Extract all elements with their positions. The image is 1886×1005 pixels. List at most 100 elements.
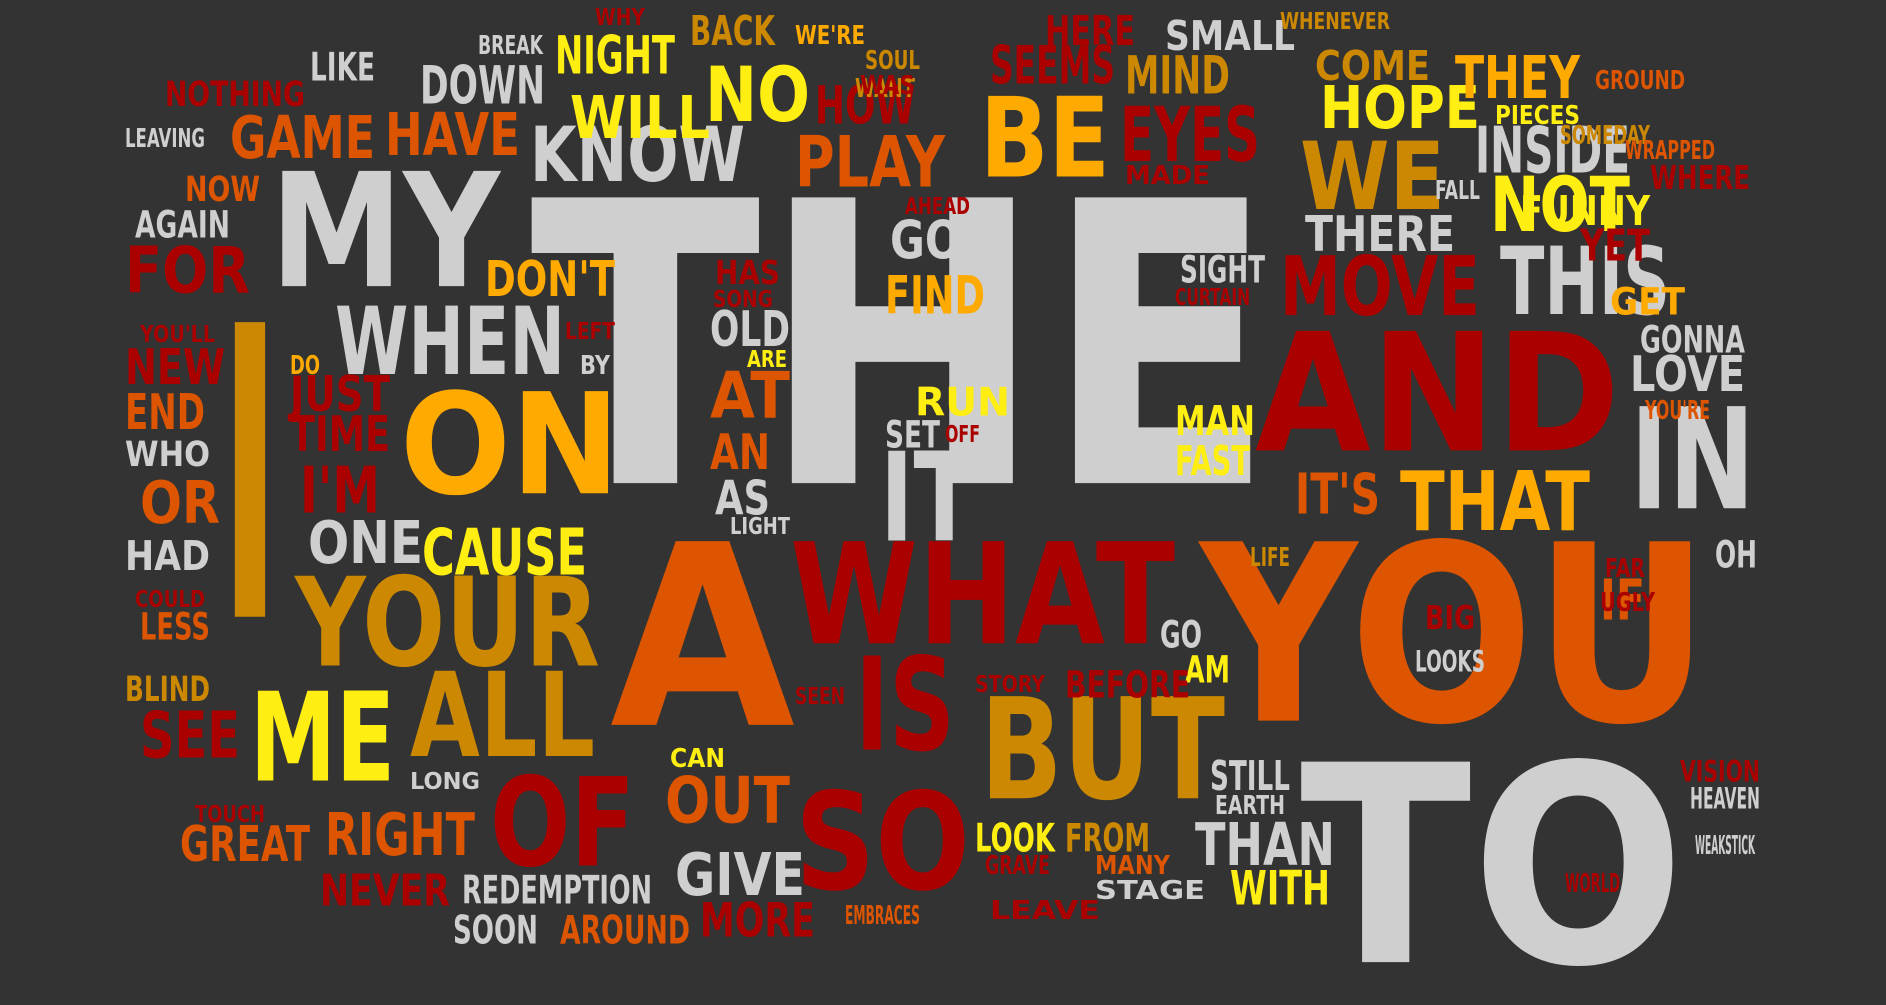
word-still: STILL [1210, 752, 1290, 800]
word-someday: SOMEDAY [1560, 121, 1651, 151]
word-when: WHEN [335, 288, 565, 397]
word-could: COULD [135, 587, 205, 613]
word-at: AT [710, 359, 790, 433]
word-funny: FUNNY [1520, 187, 1651, 235]
word-to: TO [1300, 707, 1685, 1005]
word-know: KNOW [530, 110, 745, 199]
word-fast: FAST [1175, 437, 1250, 485]
word-left: LEFT [565, 319, 615, 345]
word-ahead: AHEAD [905, 194, 970, 220]
word-vision: VISION [1680, 755, 1760, 789]
word-right: RIGHT [325, 800, 475, 869]
word-redemption: REDEMPTION [462, 868, 652, 913]
word-whenever: WHENEVER [1280, 9, 1390, 35]
word-end: END [125, 384, 205, 441]
word-or: OR [140, 468, 220, 537]
word-on: ON [400, 364, 620, 527]
word-seen: SEEN [795, 684, 845, 710]
word-leaving: LEAVING [125, 124, 205, 154]
word-out: OUT [665, 764, 790, 838]
word-light: LIGHT [730, 514, 790, 540]
word-got: GOT [890, 211, 990, 272]
word-me: ME [250, 667, 395, 810]
word-love: LOVE [1630, 346, 1745, 403]
word-play: PLAY [795, 122, 946, 204]
word-gonna: GONNA [1640, 319, 1745, 362]
word-go: GO [1160, 614, 1202, 657]
word-not: NOT [1490, 160, 1630, 249]
word-from: FROM [1065, 816, 1150, 861]
word-curtain: CURTAIN [1175, 285, 1250, 311]
word-it: IT [880, 427, 975, 570]
word-looks: LOOKS [1415, 645, 1485, 679]
word-soon: SOON [453, 908, 538, 953]
word-cause: CAUSE [422, 516, 587, 590]
word-of: OF [490, 752, 635, 895]
word-the: THE [530, 120, 1275, 576]
word-never: NEVER [320, 866, 450, 917]
word-had: HAD [125, 532, 210, 580]
word-this: THIS [1500, 228, 1670, 337]
word-i: I [220, 243, 280, 713]
word-wrapped: WRAPPED [1625, 136, 1715, 166]
word-you: YOU [1197, 494, 1710, 780]
word-want: WANT [855, 74, 915, 104]
word-like: LIKE [310, 45, 375, 90]
word-no: NO [705, 50, 810, 139]
word-back: BACK [690, 7, 777, 55]
word-have: HAVE [385, 100, 520, 169]
word-i-m: I'M [300, 454, 380, 528]
word-old: OLD [710, 301, 790, 358]
word-many: MANY [1095, 851, 1171, 881]
word-oh: OH [1715, 534, 1757, 577]
word-just: JUST [288, 366, 391, 423]
word-mind: MIND [1125, 46, 1230, 107]
word-find: FIND [885, 266, 985, 327]
word-nothing: NOTHING [165, 75, 305, 115]
word-we: WE [1300, 123, 1445, 232]
word-earth: EARTH [1215, 791, 1285, 821]
word-see: SEE [140, 699, 240, 773]
word-than: THAN [1195, 810, 1335, 879]
word-all: ALL [410, 647, 595, 784]
word-run: RUN [915, 380, 1010, 425]
word-inside: INSIDE [1475, 114, 1630, 188]
word-heaven: HEAVEN [1690, 782, 1760, 816]
word-stage: STAGE [1095, 876, 1205, 906]
word-and: AND [1255, 298, 1620, 489]
word-off: OFF [945, 422, 980, 448]
word-don-t: DON'T [485, 251, 615, 308]
word-so: SO [795, 764, 970, 921]
word-you-re: YOU'RE [1644, 396, 1710, 426]
word-embraces: EMBRACES [845, 901, 920, 931]
word-time: TIME [290, 406, 390, 463]
word-again: AGAIN [135, 204, 230, 247]
word-one: ONE [308, 508, 423, 577]
word-less: LESS [140, 606, 210, 649]
word-was: WAS [860, 71, 915, 101]
word-ugly: UGLY [1600, 588, 1656, 618]
word-sight: SIGHT [1180, 249, 1266, 292]
word-grave: GRAVE [985, 851, 1050, 881]
word-new: NEW [125, 339, 225, 396]
word-in: IN [1630, 379, 1755, 542]
word-you-ll: YOU'LL [139, 322, 215, 348]
word-we-re: WE'RE [795, 21, 865, 51]
word-be: BE [980, 75, 1110, 204]
word-man: MAN [1175, 397, 1255, 445]
word-break: BREAK [478, 31, 544, 61]
word-made: MADE [1125, 161, 1210, 191]
word-big: BIG [1425, 598, 1475, 637]
word-down: DOWN [420, 56, 545, 117]
word-ground: GROUND [1595, 66, 1685, 96]
word-look: LOOK [975, 816, 1056, 861]
word-move: MOVE [1280, 240, 1480, 335]
word-your: YOUR [293, 552, 600, 695]
word-yet: YET [1579, 221, 1650, 272]
word-why: WHY [595, 5, 645, 31]
word-there: THERE [1305, 206, 1455, 263]
word-come: COME [1315, 42, 1430, 90]
word-game: GAME [230, 103, 375, 172]
